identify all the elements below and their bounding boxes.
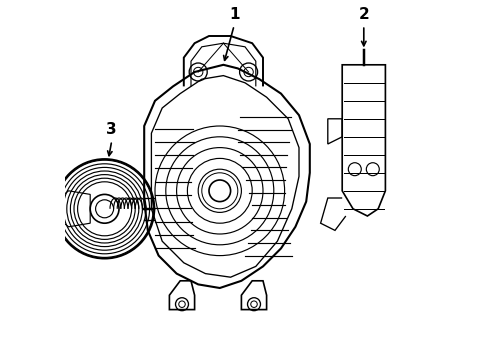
Text: 1: 1 <box>229 7 240 22</box>
Text: 3: 3 <box>106 122 117 137</box>
Text: 2: 2 <box>358 7 369 22</box>
